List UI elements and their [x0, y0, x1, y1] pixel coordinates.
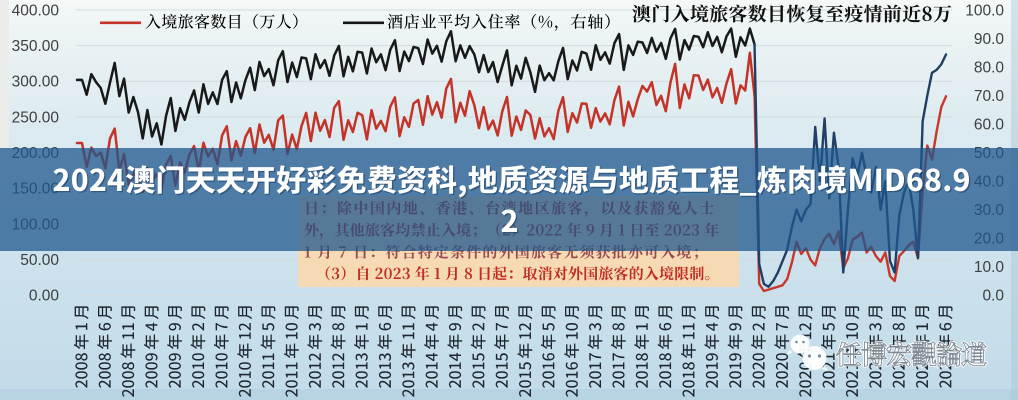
svg-text:100.0: 100.0 — [965, 2, 1004, 19]
svg-text:10.0: 10.0 — [974, 259, 1005, 276]
svg-text:90.0: 90.0 — [974, 31, 1005, 48]
svg-text:350.00: 350.00 — [12, 38, 60, 55]
svg-text:250.00: 250.00 — [12, 109, 60, 126]
svg-text:70.0: 70.0 — [974, 88, 1005, 105]
svg-text:400.00: 400.00 — [12, 2, 60, 19]
svg-text:300.00: 300.00 — [12, 74, 60, 91]
svg-text:50.00: 50.00 — [20, 252, 59, 269]
svg-text:0.00: 0.00 — [29, 288, 60, 305]
svg-text:60.0: 60.0 — [974, 116, 1005, 133]
svg-text:80.0: 80.0 — [974, 59, 1005, 76]
svg-text:0.0: 0.0 — [982, 288, 1004, 305]
